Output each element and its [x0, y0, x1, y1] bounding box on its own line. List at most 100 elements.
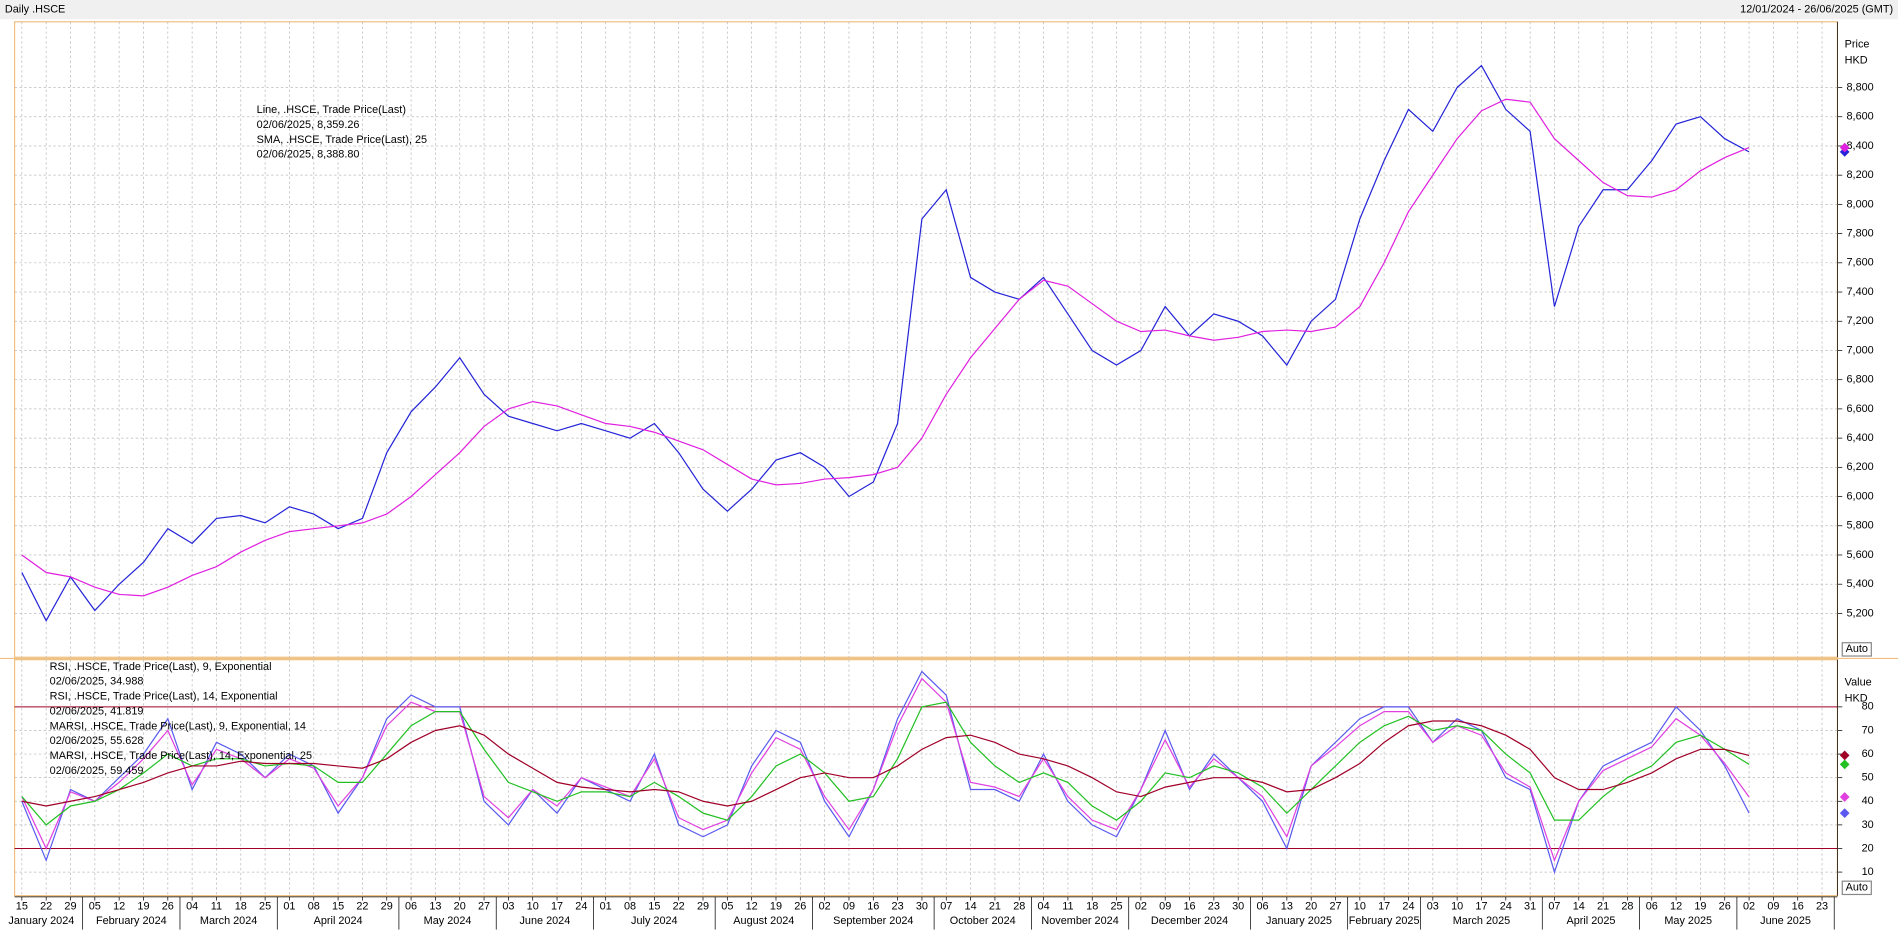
x-tick-label: 16 — [1183, 900, 1195, 912]
x-tick-label: 24 — [1500, 900, 1512, 912]
x-month-label: February 2024 — [96, 915, 167, 927]
x-tick-label: 02 — [819, 900, 831, 912]
x-tick-label: 03 — [502, 900, 514, 912]
series-line — [21, 701, 1750, 826]
x-tick-label: 09 — [843, 900, 855, 912]
x-tick-label: 21 — [1597, 900, 1609, 912]
x-tick-label: 22 — [40, 900, 52, 912]
x-month-label: May 2024 — [424, 915, 472, 927]
x-tick-label: 12 — [113, 900, 125, 912]
y-tick-label: 5,600 — [1847, 549, 1874, 561]
x-month-label: December 2024 — [1151, 915, 1228, 927]
x-tick-label: 31 — [1524, 900, 1536, 912]
chart-title: Daily .HSCE — [5, 4, 65, 16]
x-tick-label: 02 — [1135, 900, 1147, 912]
x-tick-label: 16 — [867, 900, 879, 912]
x-tick-label: 15 — [16, 900, 28, 912]
x-month-label: February 2025 — [1349, 915, 1420, 927]
y-tick-label: 6,200 — [1847, 461, 1874, 473]
x-tick-label: 22 — [356, 900, 368, 912]
x-month-label: June 2025 — [1760, 915, 1811, 927]
y-tick-label: 8,600 — [1847, 111, 1874, 123]
y-tick-label: 5,800 — [1847, 520, 1874, 532]
auto-button-label[interactable]: Auto — [1846, 882, 1868, 894]
y-tick-label: 7,400 — [1847, 286, 1874, 298]
x-tick-label: 15 — [648, 900, 660, 912]
x-tick-label: 06 — [405, 900, 417, 912]
y-tick-label: 6,800 — [1847, 374, 1874, 386]
x-tick-label: 23 — [1816, 900, 1828, 912]
x-tick-label: 04 — [1038, 900, 1050, 912]
x-tick-label: 08 — [624, 900, 636, 912]
x-tick-label: 30 — [916, 900, 928, 912]
x-tick-label: 05 — [89, 900, 101, 912]
x-tick-label: 03 — [1427, 900, 1439, 912]
x-tick-label: 21 — [989, 900, 1001, 912]
x-month-label: November 2024 — [1041, 915, 1118, 927]
x-tick-label: 27 — [478, 900, 490, 912]
y-tick-label: 8,400 — [1847, 140, 1874, 152]
x-tick-label: 01 — [600, 900, 612, 912]
auto-button[interactable] — [1841, 642, 1872, 657]
x-tick-label: 19 — [770, 900, 782, 912]
x-tick-label: 02 — [1743, 900, 1755, 912]
x-tick-label: 12 — [746, 900, 758, 912]
y-tick-label: 8,200 — [1847, 169, 1874, 181]
axis-label: HKD — [1845, 692, 1868, 704]
x-tick-label: 27 — [1329, 900, 1341, 912]
y-tick-label: 50 — [1862, 772, 1874, 784]
x-tick-label: 04 — [186, 900, 198, 912]
x-tick-label: 28 — [1013, 900, 1025, 912]
x-tick-label: 26 — [162, 900, 174, 912]
legend-name: Line, .HSCE, Trade Price(Last) — [257, 104, 406, 116]
x-tick-label: 17 — [551, 900, 563, 912]
x-month-label: June 2024 — [519, 915, 570, 927]
x-tick-label: 05 — [721, 900, 733, 912]
x-tick-label: 17 — [1475, 900, 1487, 912]
legend-value: 02/06/2025, 59.459 — [50, 765, 144, 777]
last-value-marker — [1839, 142, 1850, 153]
x-tick-label: 07 — [1548, 900, 1560, 912]
x-tick-label: 15 — [332, 900, 344, 912]
x-tick-label: 11 — [211, 900, 222, 912]
x-tick-label: 19 — [137, 900, 149, 912]
auto-button-label[interactable]: Auto — [1846, 643, 1868, 655]
x-tick-label: 13 — [1281, 900, 1293, 912]
y-tick-label: 40 — [1862, 795, 1874, 807]
x-tick-label: 10 — [527, 900, 539, 912]
axis-label: Value — [1845, 677, 1872, 689]
y-tick-label: 7,600 — [1847, 257, 1874, 269]
x-tick-label: 19 — [1694, 900, 1706, 912]
x-tick-label: 29 — [64, 900, 76, 912]
x-tick-label: 23 — [1208, 900, 1220, 912]
x-tick-label: 17 — [1378, 900, 1390, 912]
x-tick-label: 10 — [1451, 900, 1463, 912]
y-tick-label: 60 — [1862, 748, 1874, 760]
axis-label: HKD — [1845, 54, 1868, 66]
legend-value: 02/06/2025, 55.628 — [50, 735, 144, 747]
y-tick-label: 10 — [1862, 866, 1874, 878]
x-tick-label: 08 — [308, 900, 320, 912]
x-tick-label: 14 — [965, 900, 977, 912]
y-tick-label: 6,600 — [1847, 403, 1874, 415]
legend-value: 02/06/2025, 8,359.26 — [257, 119, 360, 131]
x-tick-label: 20 — [454, 900, 466, 912]
x-tick-label: 18 — [235, 900, 247, 912]
y-tick-label: 5,200 — [1847, 607, 1874, 619]
x-tick-label: 20 — [1305, 900, 1317, 912]
series-line — [21, 677, 1750, 863]
x-month-label: January 2024 — [8, 915, 74, 927]
x-tick-label: 06 — [1256, 900, 1268, 912]
y-tick-label: 6,400 — [1847, 432, 1874, 444]
x-tick-label: 29 — [381, 900, 393, 912]
x-tick-label: 12 — [1670, 900, 1682, 912]
legend-name: RSI, .HSCE, Trade Price(Last), 14, Expon… — [50, 691, 278, 703]
x-tick-label: 14 — [1573, 900, 1585, 912]
auto-button[interactable] — [1841, 880, 1872, 896]
x-tick-label: 26 — [794, 900, 806, 912]
last-value-marker — [1839, 792, 1850, 802]
date-range: 12/01/2024 - 26/06/2025 (GMT) — [1740, 4, 1893, 16]
y-tick-label: 7,200 — [1847, 315, 1874, 327]
